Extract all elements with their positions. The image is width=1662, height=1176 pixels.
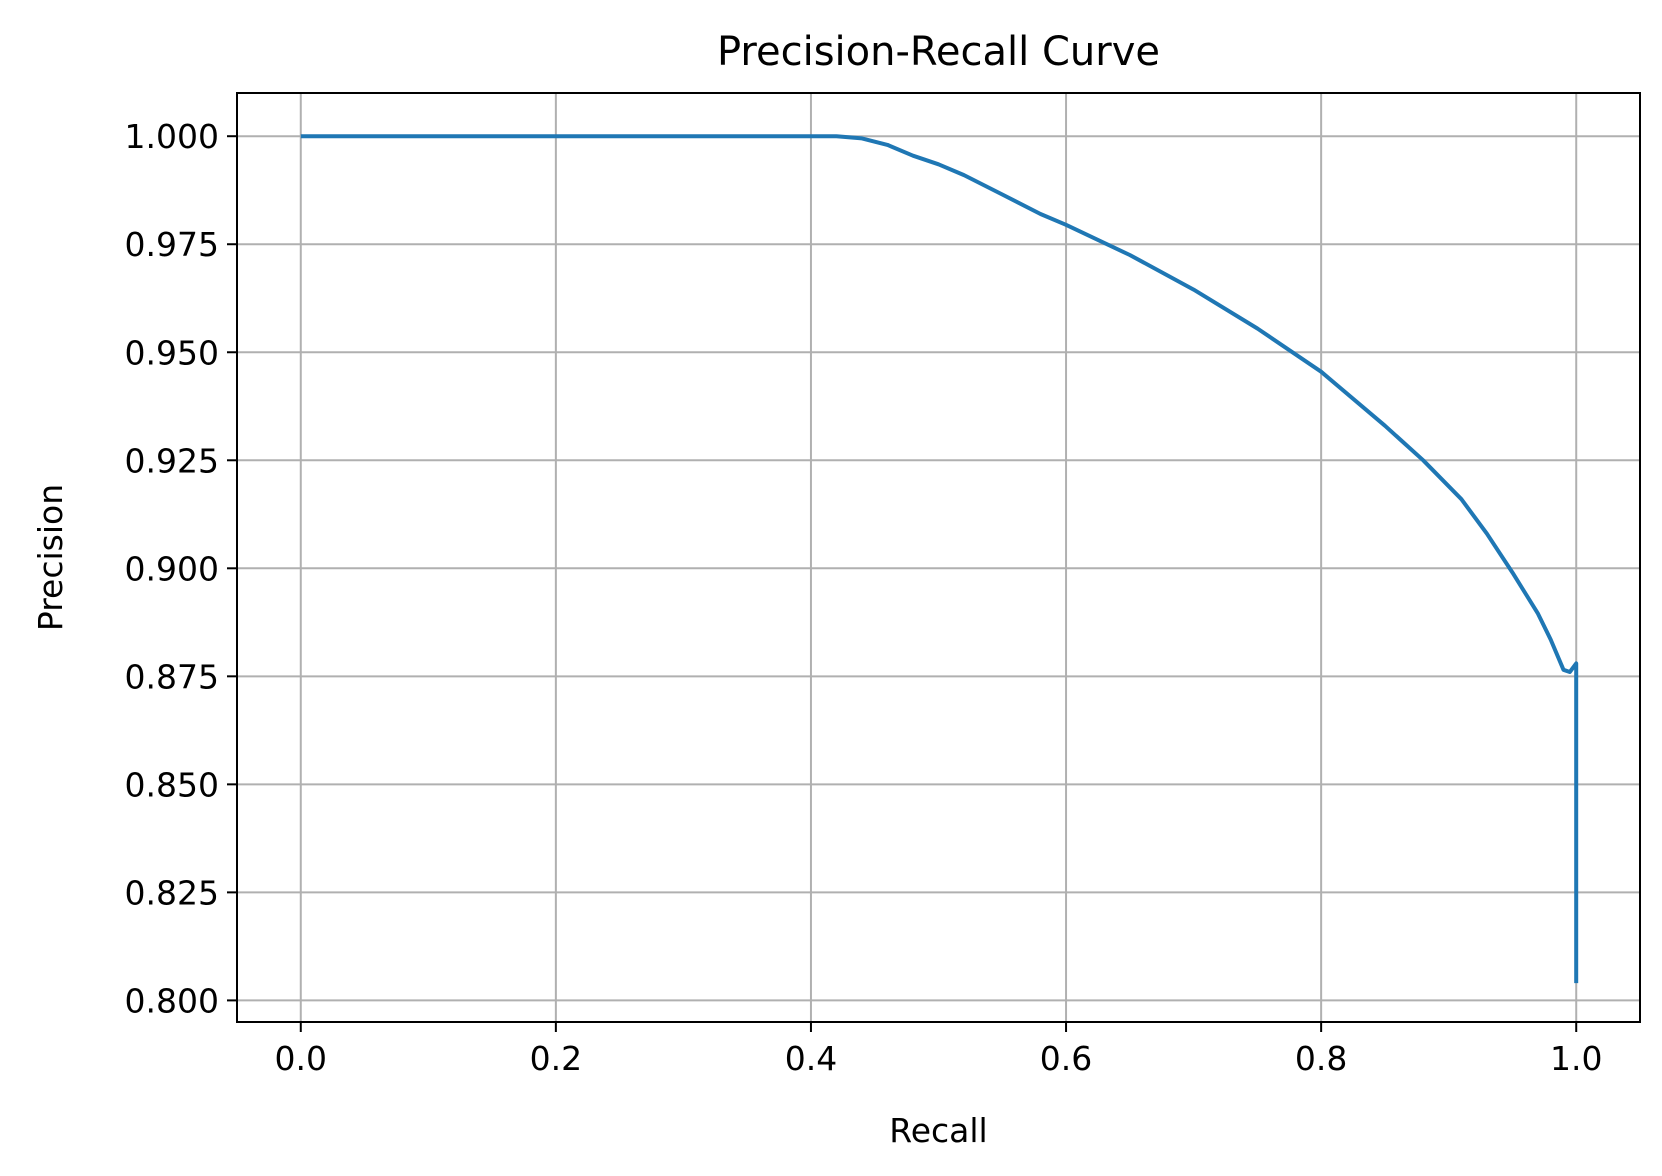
y-axis-title: Precision	[31, 484, 70, 631]
precision-recall-line	[300, 134, 1579, 984]
y-tick-label: 1.000	[125, 117, 219, 156]
x-tick-label: 1.0	[1550, 1039, 1602, 1078]
x-tick-label: 0.6	[1040, 1039, 1092, 1078]
x-tick-label: 0.2	[530, 1039, 582, 1078]
chart-title: Precision-Recall Curve	[717, 29, 1160, 75]
y-tick-labels: 0.800 0.825 0.850 0.875 0.900 0.925 0.950 0.975…	[125, 117, 219, 1020]
y-tick-label: 0.800	[125, 981, 219, 1020]
y-tick-label: 0.850	[125, 765, 219, 804]
tick-marks	[227, 135, 1578, 1032]
series-layer	[300, 134, 1579, 984]
y-tick-label: 0.950	[125, 333, 219, 372]
x-tick-label: 0.8	[1295, 1039, 1347, 1078]
grid-lines	[237, 93, 1640, 1022]
y-tick-label: 0.875	[125, 657, 219, 696]
y-tick-label: 0.900	[125, 549, 219, 588]
y-tick-label: 0.925	[125, 441, 219, 480]
plot-frame	[236, 92, 1641, 1023]
x-axis-title: Recall	[889, 1111, 987, 1150]
y-tick-label: 0.975	[125, 225, 219, 264]
x-tick-label: 0.0	[275, 1039, 327, 1078]
x-tick-label: 0.4	[785, 1039, 837, 1078]
x-tick-labels: 0.0 0.2 0.4 0.6 0.8 1.0	[275, 1039, 1603, 1078]
y-tick-label: 0.825	[125, 873, 219, 912]
